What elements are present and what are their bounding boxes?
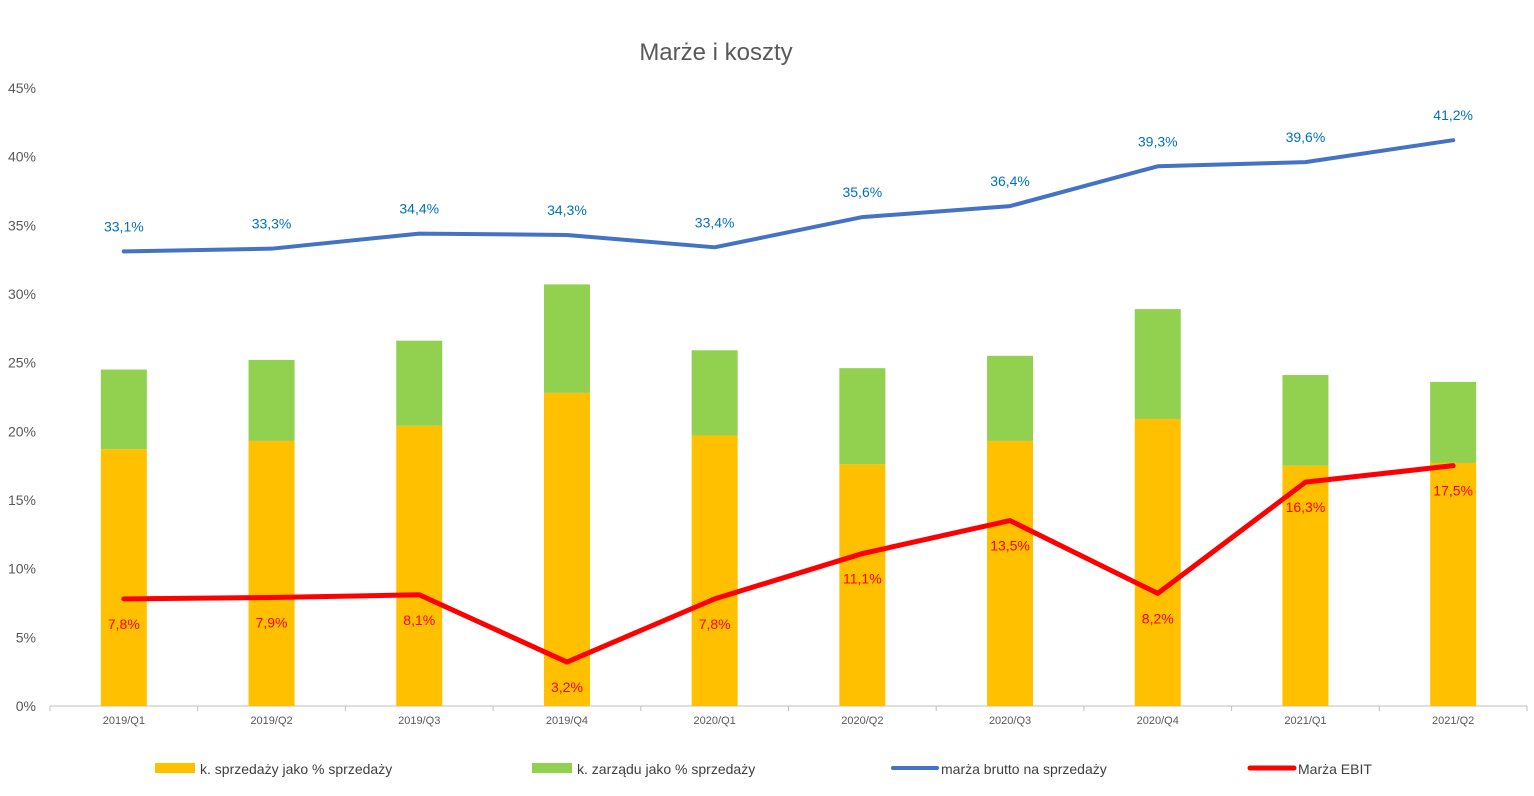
bar-sales-cost [396,425,443,706]
bar-sales-cost [691,435,738,706]
y-tick-label: 0% [16,698,36,714]
data-label-gross: 39,6% [1286,129,1326,145]
x-tick-label: 2019/Q1 [103,715,145,727]
data-label-gross: 33,4% [695,214,735,230]
y-tick-label: 5% [16,629,36,645]
y-axis: 0% 5% 10% 15% 20% 25% 30% 35% 40% 45% [8,80,36,714]
x-tick-label: 2020/Q3 [989,715,1031,727]
data-label-gross: 34,3% [547,202,587,218]
bar-admin-cost [100,369,147,450]
legend-swatch [155,763,195,773]
data-label-ebit: 11,1% [843,571,882,587]
bar-admin-cost [1282,375,1329,466]
bar-admin-cost [1430,381,1477,463]
legend: k. sprzedaży jako % sprzedaży k. zarządu … [155,761,1372,777]
x-tick-label: 2020/Q2 [841,715,883,727]
data-label-ebit: 8,1% [403,612,435,628]
bars-layer [100,284,1477,706]
data-label-ebit: 3,2% [551,679,583,695]
legend-label: marża brutto na sprzedaży [941,761,1107,777]
y-tick-label: 10% [8,561,36,577]
data-label-gross: 33,3% [252,216,292,232]
bar-admin-cost [543,284,590,393]
data-label-ebit: 7,8% [699,616,731,632]
x-tick-label: 2019/Q4 [546,715,588,727]
legend-swatch [532,763,572,773]
y-tick-label: 15% [8,492,36,508]
bar-admin-cost [839,368,886,465]
data-label-ebit: 8,2% [1142,610,1174,626]
legend-label: Marża EBIT [1298,761,1372,777]
bar-sales-cost [100,449,147,706]
data-label-gross: 35,6% [842,184,882,200]
y-tick-label: 25% [8,355,36,371]
y-tick-label: 40% [8,149,36,165]
data-label-ebit: 13,5% [990,538,1030,554]
bar-sales-cost [987,440,1034,706]
data-label-ebit: 7,8% [108,616,140,632]
bar-admin-cost [987,355,1034,441]
x-tick-label: 2020/Q1 [694,715,736,727]
data-label-gross: 41,2% [1433,107,1473,123]
bar-admin-cost [248,359,295,441]
legend-label: k. zarządu jako % sprzedaży [577,761,755,777]
line-ebit-margin [121,463,1456,665]
bar-sales-cost [839,464,886,706]
bar-admin-cost [691,350,738,436]
legend-label: k. sprzedaży jako % sprzedaży [200,761,392,777]
data-label-gross: 33,1% [104,218,144,234]
x-tick-label: 2021/Q1 [1284,715,1326,727]
bar-sales-cost [1134,418,1181,706]
bar-sales-cost [1282,465,1329,706]
bar-sales-cost [543,392,590,706]
bar-sales-cost [1430,462,1477,706]
data-label-gross: 39,3% [1138,133,1178,149]
bar-sales-cost [248,440,295,706]
chart-title: Marże i koszty [639,39,792,66]
y-tick-label: 20% [8,423,36,439]
x-tick-label: 2020/Q4 [1137,715,1179,727]
data-label-gross: 34,4% [399,201,439,217]
x-axis: 2019/Q1 2019/Q2 2019/Q3 2019/Q4 2020/Q1 2020/… [49,705,1528,727]
data-label-ebit: 16,3% [1286,499,1326,515]
bar-admin-cost [1134,309,1181,419]
x-tick-label: 2021/Q2 [1432,715,1474,727]
y-tick-label: 45% [8,80,36,96]
data-label-gross: 36,4% [990,173,1030,189]
y-tick-label: 30% [8,286,36,302]
lines-layer [121,138,1456,665]
y-tick-label: 35% [8,217,36,233]
x-tick-label: 2019/Q3 [398,715,440,727]
data-labels-layer: 33,1% 33,3% 34,4% 34,3% 33,4% 35,6% 36,4% 39,3%… [104,107,1473,695]
data-label-ebit: 7,9% [256,615,288,631]
line-gross-margin [121,138,1456,254]
x-tick-label: 2019/Q2 [250,715,292,727]
bar-admin-cost [396,340,443,426]
data-label-ebit: 17,5% [1433,483,1473,499]
